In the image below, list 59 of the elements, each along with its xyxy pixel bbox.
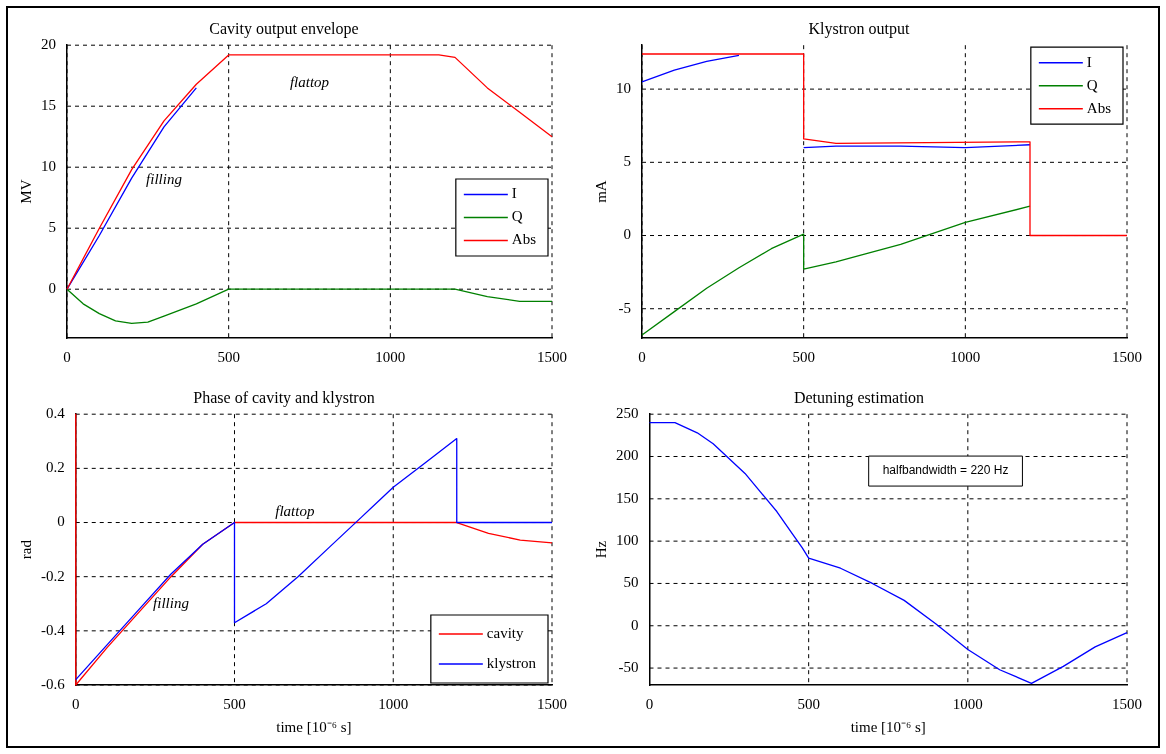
y-tick-label: 20 — [41, 36, 56, 53]
legend-label: cavity — [486, 624, 524, 641]
x-tick-label: 1500 — [537, 695, 567, 712]
x-tick-label: 500 — [792, 348, 815, 365]
legend-label: klystron — [486, 654, 537, 671]
chart-title: Klystron output — [808, 19, 910, 38]
y-tick-label: 0 — [48, 280, 56, 297]
x-tick-label: 500 — [217, 348, 240, 365]
x-tick-label: 1000 — [378, 695, 409, 712]
y-tick-label: 0.2 — [46, 459, 65, 476]
chart-title: Detuning estimation — [793, 388, 925, 407]
y-axis-title: Hz — [592, 540, 609, 559]
y-tick-label: 5 — [623, 153, 631, 170]
y-tick-label: 10 — [616, 80, 631, 97]
y-tick-label: -0.6 — [41, 675, 66, 692]
y-tick-label: 0 — [623, 226, 631, 243]
y-axis-title: MV — [17, 179, 34, 204]
x-tick-label: 1000 — [952, 695, 983, 712]
y-axis-title: rad — [17, 539, 34, 560]
x-tick-label: 1000 — [375, 348, 406, 365]
y-tick-label: 5 — [48, 219, 56, 236]
chart-title: Cavity output envelope — [209, 19, 359, 38]
x-tick-label: 500 — [797, 695, 820, 712]
x-tick-label: 1500 — [537, 348, 567, 365]
annotation: halfbandwidth = 220 Hz — [882, 463, 1009, 478]
y-tick-label: 100 — [616, 532, 639, 549]
y-tick-label: 50 — [623, 574, 639, 591]
x-tick-label: 0 — [72, 695, 80, 712]
y-tick-label: -5 — [618, 299, 631, 316]
x-tick-label: 500 — [223, 695, 246, 712]
y-tick-label: 0 — [57, 513, 65, 530]
y-tick-label: -0.4 — [41, 621, 66, 638]
legend-label: Abs — [511, 231, 537, 248]
y-tick-label: -50 — [618, 659, 639, 676]
y-tick-label: 250 — [616, 405, 639, 422]
x-tick-label: 1000 — [950, 348, 981, 365]
y-tick-label: 10 — [41, 158, 56, 175]
x-tick-label: 0 — [645, 695, 654, 712]
annotation: filling — [153, 594, 190, 611]
legend-label: Q — [1086, 76, 1098, 93]
annotation: flattop — [275, 502, 315, 519]
y-tick-label: 150 — [616, 489, 639, 506]
legend-label: I — [511, 185, 517, 202]
legend-label: I — [1086, 53, 1092, 70]
y-tick-label: 0 — [631, 616, 639, 633]
chart-title: Phase of cavity and klystron — [193, 388, 375, 407]
x-axis-title: time [10⁻⁶ s] — [276, 718, 352, 735]
annotation: filling — [146, 170, 183, 187]
x-axis-title: time [10⁻⁶ s] — [850, 718, 926, 735]
legend-label: Q — [511, 208, 523, 225]
y-tick-label: -0.2 — [41, 567, 65, 584]
x-tick-label: 1500 — [1112, 348, 1142, 365]
y-axis-title: mA — [592, 180, 609, 203]
y-tick-label: 15 — [41, 97, 56, 114]
y-tick-label: 0.4 — [46, 405, 66, 422]
x-tick-label: 1500 — [1112, 695, 1142, 712]
legend-label: Abs — [1086, 99, 1112, 116]
y-tick-label: 200 — [616, 447, 639, 464]
annotation: flattop — [289, 74, 330, 91]
